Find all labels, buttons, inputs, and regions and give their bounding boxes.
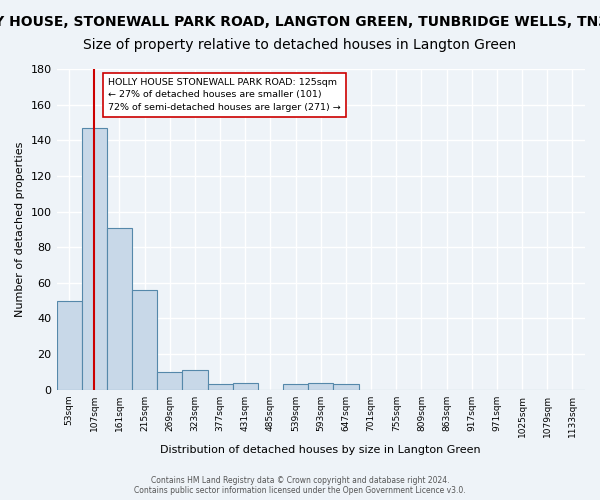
Bar <box>208 384 233 390</box>
Bar <box>132 290 157 390</box>
Bar <box>283 384 308 390</box>
Bar <box>233 382 258 390</box>
Bar <box>182 370 208 390</box>
Bar <box>107 228 132 390</box>
Text: HOLLY HOUSE STONEWALL PARK ROAD: 125sqm
← 27% of detached houses are smaller (10: HOLLY HOUSE STONEWALL PARK ROAD: 125sqm … <box>108 78 341 112</box>
Bar <box>82 128 107 390</box>
Bar <box>308 382 334 390</box>
Text: Contains HM Land Registry data © Crown copyright and database right 2024.
Contai: Contains HM Land Registry data © Crown c… <box>134 476 466 495</box>
Bar <box>56 300 82 390</box>
Bar <box>334 384 359 390</box>
Text: Size of property relative to detached houses in Langton Green: Size of property relative to detached ho… <box>83 38 517 52</box>
X-axis label: Distribution of detached houses by size in Langton Green: Distribution of detached houses by size … <box>160 445 481 455</box>
Bar <box>157 372 182 390</box>
Text: HOLLY HOUSE, STONEWALL PARK ROAD, LANGTON GREEN, TUNBRIDGE WELLS, TN3 0HN: HOLLY HOUSE, STONEWALL PARK ROAD, LANGTO… <box>0 15 600 29</box>
Y-axis label: Number of detached properties: Number of detached properties <box>15 142 25 317</box>
